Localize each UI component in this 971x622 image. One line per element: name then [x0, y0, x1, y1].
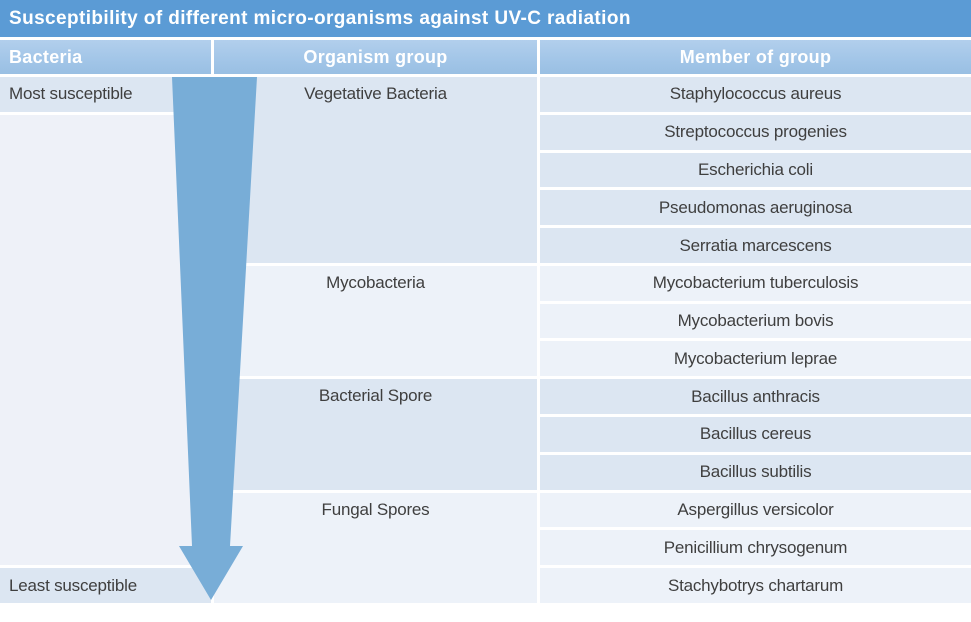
page-title: Susceptibility of different micro-organi… [9, 7, 631, 29]
organism-group-cell: Bacterial Spore [214, 379, 537, 490]
member-cell: Bacillus anthracis [540, 379, 971, 415]
member-cell: Bacillus cereus [540, 417, 971, 452]
table-header-row: Bacteria Organism group Member of group [0, 40, 971, 74]
member-cell: Escherichia coli [540, 152, 971, 188]
organism-group-cell: Mycobacteria [214, 265, 537, 377]
member-cell: Pseudomonas aeruginosa [540, 190, 971, 226]
member-cell: Aspergillus versicolor [540, 492, 971, 528]
column-header-bacteria: Bacteria [0, 40, 211, 74]
member-cell: Mycobacterium tuberculosis [540, 265, 971, 301]
organism-group-cell: Vegetative Bacteria [214, 77, 537, 263]
least-susceptible-label: Least susceptible [0, 568, 211, 603]
member-cell: Mycobacterium bovis [540, 303, 971, 339]
column-header-organism-group: Organism group [214, 40, 537, 74]
column-header-member-of-group: Member of group [540, 40, 971, 74]
table-body-grid: Most susceptible Least susceptible Veget… [0, 77, 971, 603]
member-cell: Penicillium chrysogenum [540, 530, 971, 566]
member-cell: Serratia marcescens [540, 228, 971, 263]
member-cell: Staphylococcus aureus [540, 77, 971, 112]
member-cell: Stachybotrys chartarum [540, 568, 971, 603]
member-cell: Bacillus subtilis [540, 454, 971, 490]
member-cell: Streptococcus progenies [540, 114, 971, 150]
susceptibility-axis-track [0, 114, 211, 566]
most-susceptible-label: Most susceptible [0, 77, 211, 112]
organism-group-cell: Fungal Spores [214, 492, 537, 603]
title-bar: Susceptibility of different micro-organi… [0, 0, 971, 37]
member-cell: Mycobacterium leprae [540, 341, 971, 377]
